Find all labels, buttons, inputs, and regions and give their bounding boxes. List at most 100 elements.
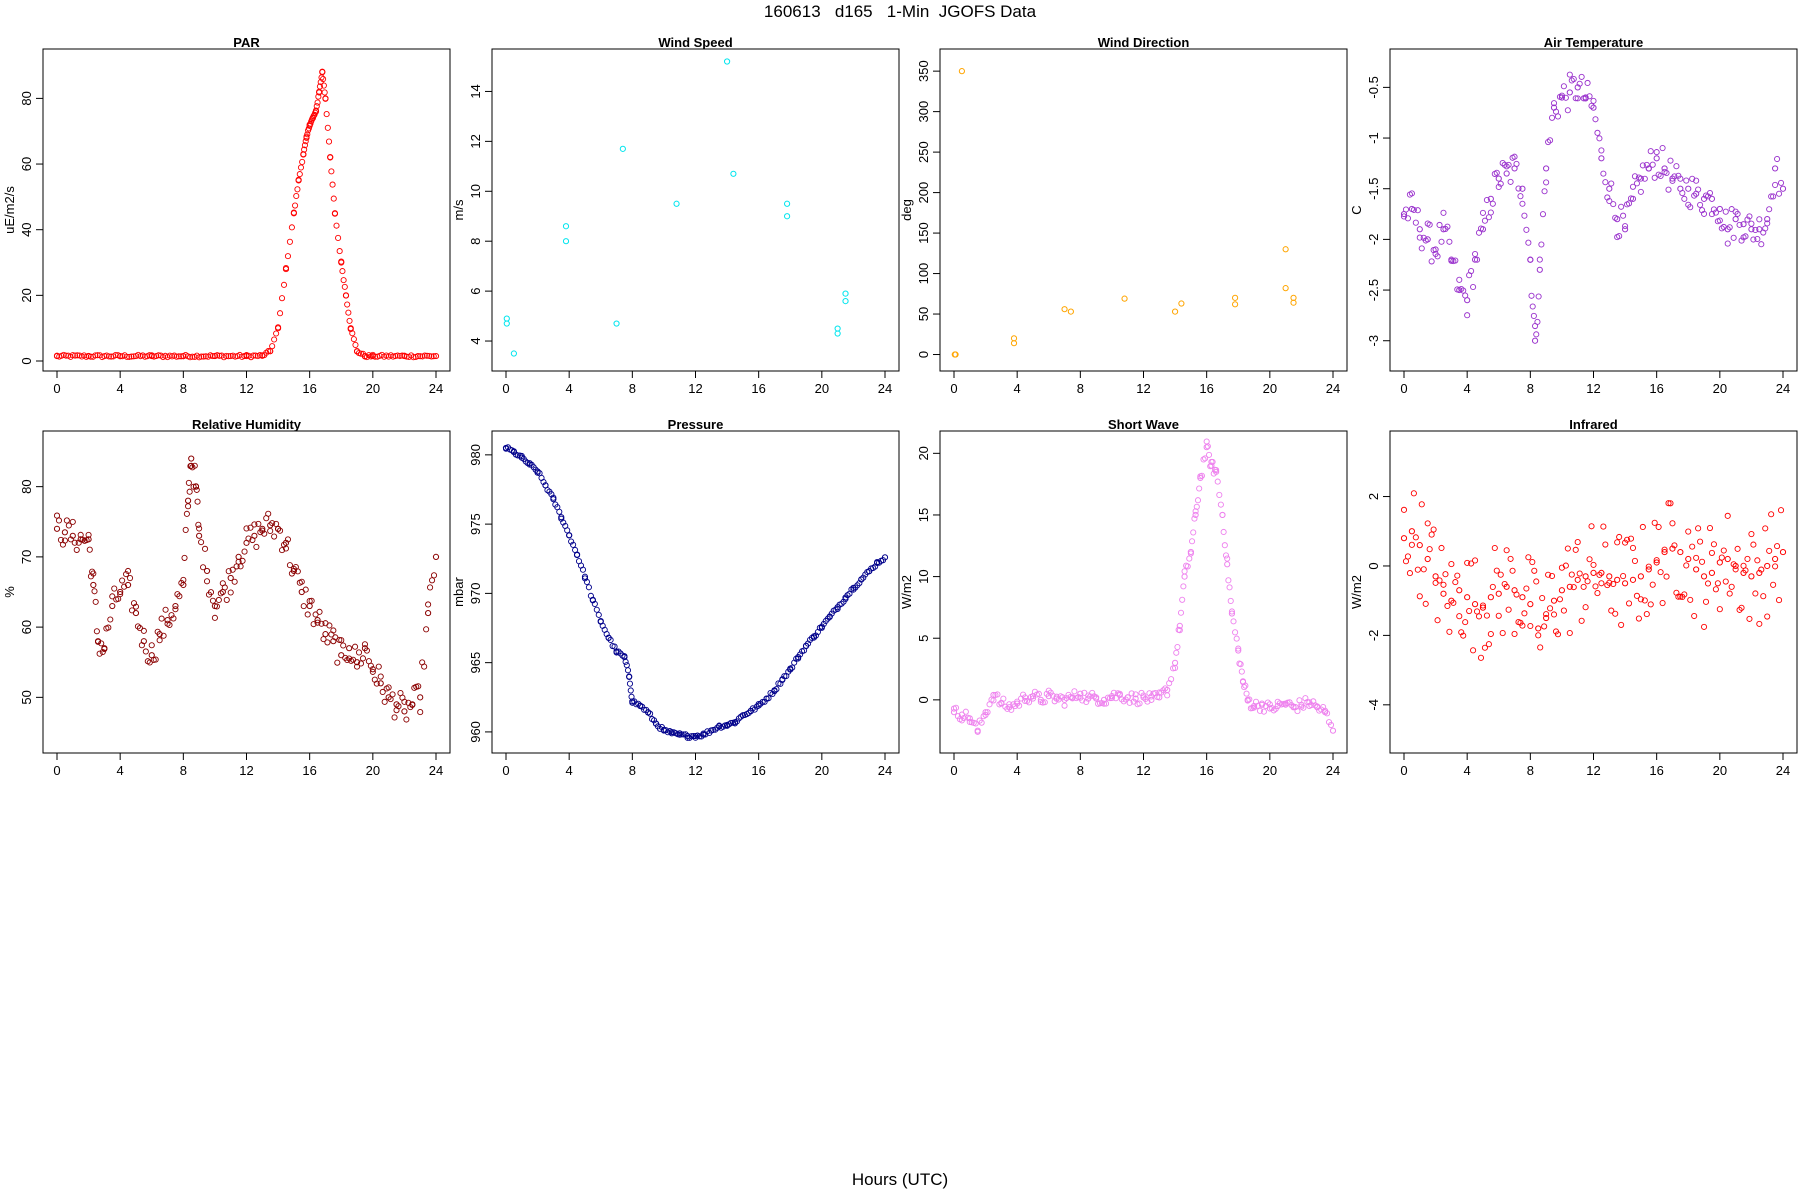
data-point <box>259 527 266 534</box>
data-point <box>1631 173 1639 180</box>
data-point <box>186 488 193 495</box>
data-point <box>1485 641 1492 648</box>
figure-title: 160613 d165 1-Min JGOFS Data <box>763 2 1037 21</box>
data-point <box>349 330 356 337</box>
data-point <box>585 584 592 591</box>
data-point <box>90 570 97 577</box>
data-point <box>1434 253 1441 260</box>
y-tick-label: -1.5 <box>1366 178 1381 200</box>
x-tick-label: 24 <box>1326 763 1340 778</box>
data-point <box>1702 598 1710 605</box>
data-point <box>427 584 434 591</box>
data-point <box>684 734 691 741</box>
data-point <box>168 612 175 619</box>
data-point <box>1596 135 1603 142</box>
data-point <box>858 576 865 583</box>
data-point <box>1171 659 1179 666</box>
data-point <box>1213 467 1220 474</box>
data-point <box>1772 555 1779 563</box>
data-point <box>731 720 739 727</box>
data-point <box>1020 691 1027 698</box>
data-point <box>1214 478 1221 485</box>
y-tick-label: 0 <box>916 696 931 703</box>
y-tick-label: 20 <box>916 446 931 460</box>
data-point <box>1244 697 1251 704</box>
data-point <box>304 611 311 618</box>
data-point <box>1651 174 1658 181</box>
x-tick-label: 16 <box>1649 381 1663 396</box>
data-point <box>1598 155 1605 162</box>
data-point <box>1000 695 1007 702</box>
data-point <box>1720 223 1727 231</box>
data-point <box>1574 84 1581 91</box>
y-tick-label: 10 <box>916 569 931 583</box>
data-point <box>1458 629 1465 636</box>
data-point <box>280 281 288 288</box>
data-point <box>350 656 357 663</box>
data-point <box>1683 177 1690 184</box>
data-point <box>1168 676 1175 683</box>
data-point <box>990 697 997 704</box>
data-point <box>1250 704 1258 711</box>
data-point <box>61 537 68 544</box>
data-point <box>324 124 331 131</box>
data-point <box>275 525 282 533</box>
y-tick-label: 80 <box>19 479 34 493</box>
data-point <box>1738 604 1745 611</box>
data-point <box>1566 71 1573 78</box>
data-point <box>1667 500 1674 507</box>
data-point <box>1594 129 1601 136</box>
data-point <box>1728 583 1735 590</box>
data-point <box>342 292 350 299</box>
data-point <box>735 715 742 722</box>
data-point <box>284 253 292 260</box>
data-point <box>225 353 232 360</box>
data-point <box>1243 690 1250 697</box>
data-point <box>340 642 347 649</box>
data-point <box>1562 94 1569 101</box>
data-point <box>1543 165 1550 172</box>
data-point <box>1639 162 1646 169</box>
data-point <box>346 645 353 652</box>
data-point <box>1118 696 1125 703</box>
data-point <box>1043 690 1050 697</box>
data-point <box>1202 455 1209 462</box>
data-point <box>189 353 196 360</box>
data-point <box>1534 318 1541 325</box>
data-point <box>1422 600 1429 607</box>
data-point <box>1063 695 1070 702</box>
data-point <box>392 352 399 360</box>
data-point <box>195 521 202 528</box>
data-point <box>773 686 780 693</box>
data-point <box>1720 547 1727 554</box>
y-tick-label: -3 <box>1366 335 1381 347</box>
data-point <box>1527 622 1534 630</box>
panel-title: Wind Direction <box>1098 35 1190 50</box>
data-point <box>1414 207 1421 214</box>
y-tick-label: 0 <box>1366 562 1381 569</box>
panel-short-wave: Short Wave W/m2 0 4 8 12 16 20 24 0 5 10 15 20 <box>899 417 1348 778</box>
data-point <box>389 691 396 698</box>
data-point <box>251 521 258 528</box>
data-point <box>123 571 130 578</box>
data-point <box>1008 706 1015 713</box>
data-point <box>1184 563 1191 570</box>
data-point <box>960 714 967 722</box>
data-point <box>1635 615 1642 622</box>
data-point <box>300 603 307 610</box>
data-point <box>1649 161 1656 168</box>
data-point <box>1566 583 1573 590</box>
data-point <box>334 659 341 666</box>
data-point <box>381 698 388 705</box>
data-point <box>423 626 430 633</box>
y-tick-label: 80 <box>19 91 34 105</box>
data-point <box>377 673 384 680</box>
data-point <box>1209 458 1216 465</box>
data-point <box>684 732 691 740</box>
data-point <box>1402 206 1410 213</box>
data-point <box>393 701 400 708</box>
data-point <box>341 283 348 290</box>
y-tick-label: 975 <box>468 513 483 535</box>
data-point <box>1424 555 1431 563</box>
data-point <box>1695 186 1702 193</box>
